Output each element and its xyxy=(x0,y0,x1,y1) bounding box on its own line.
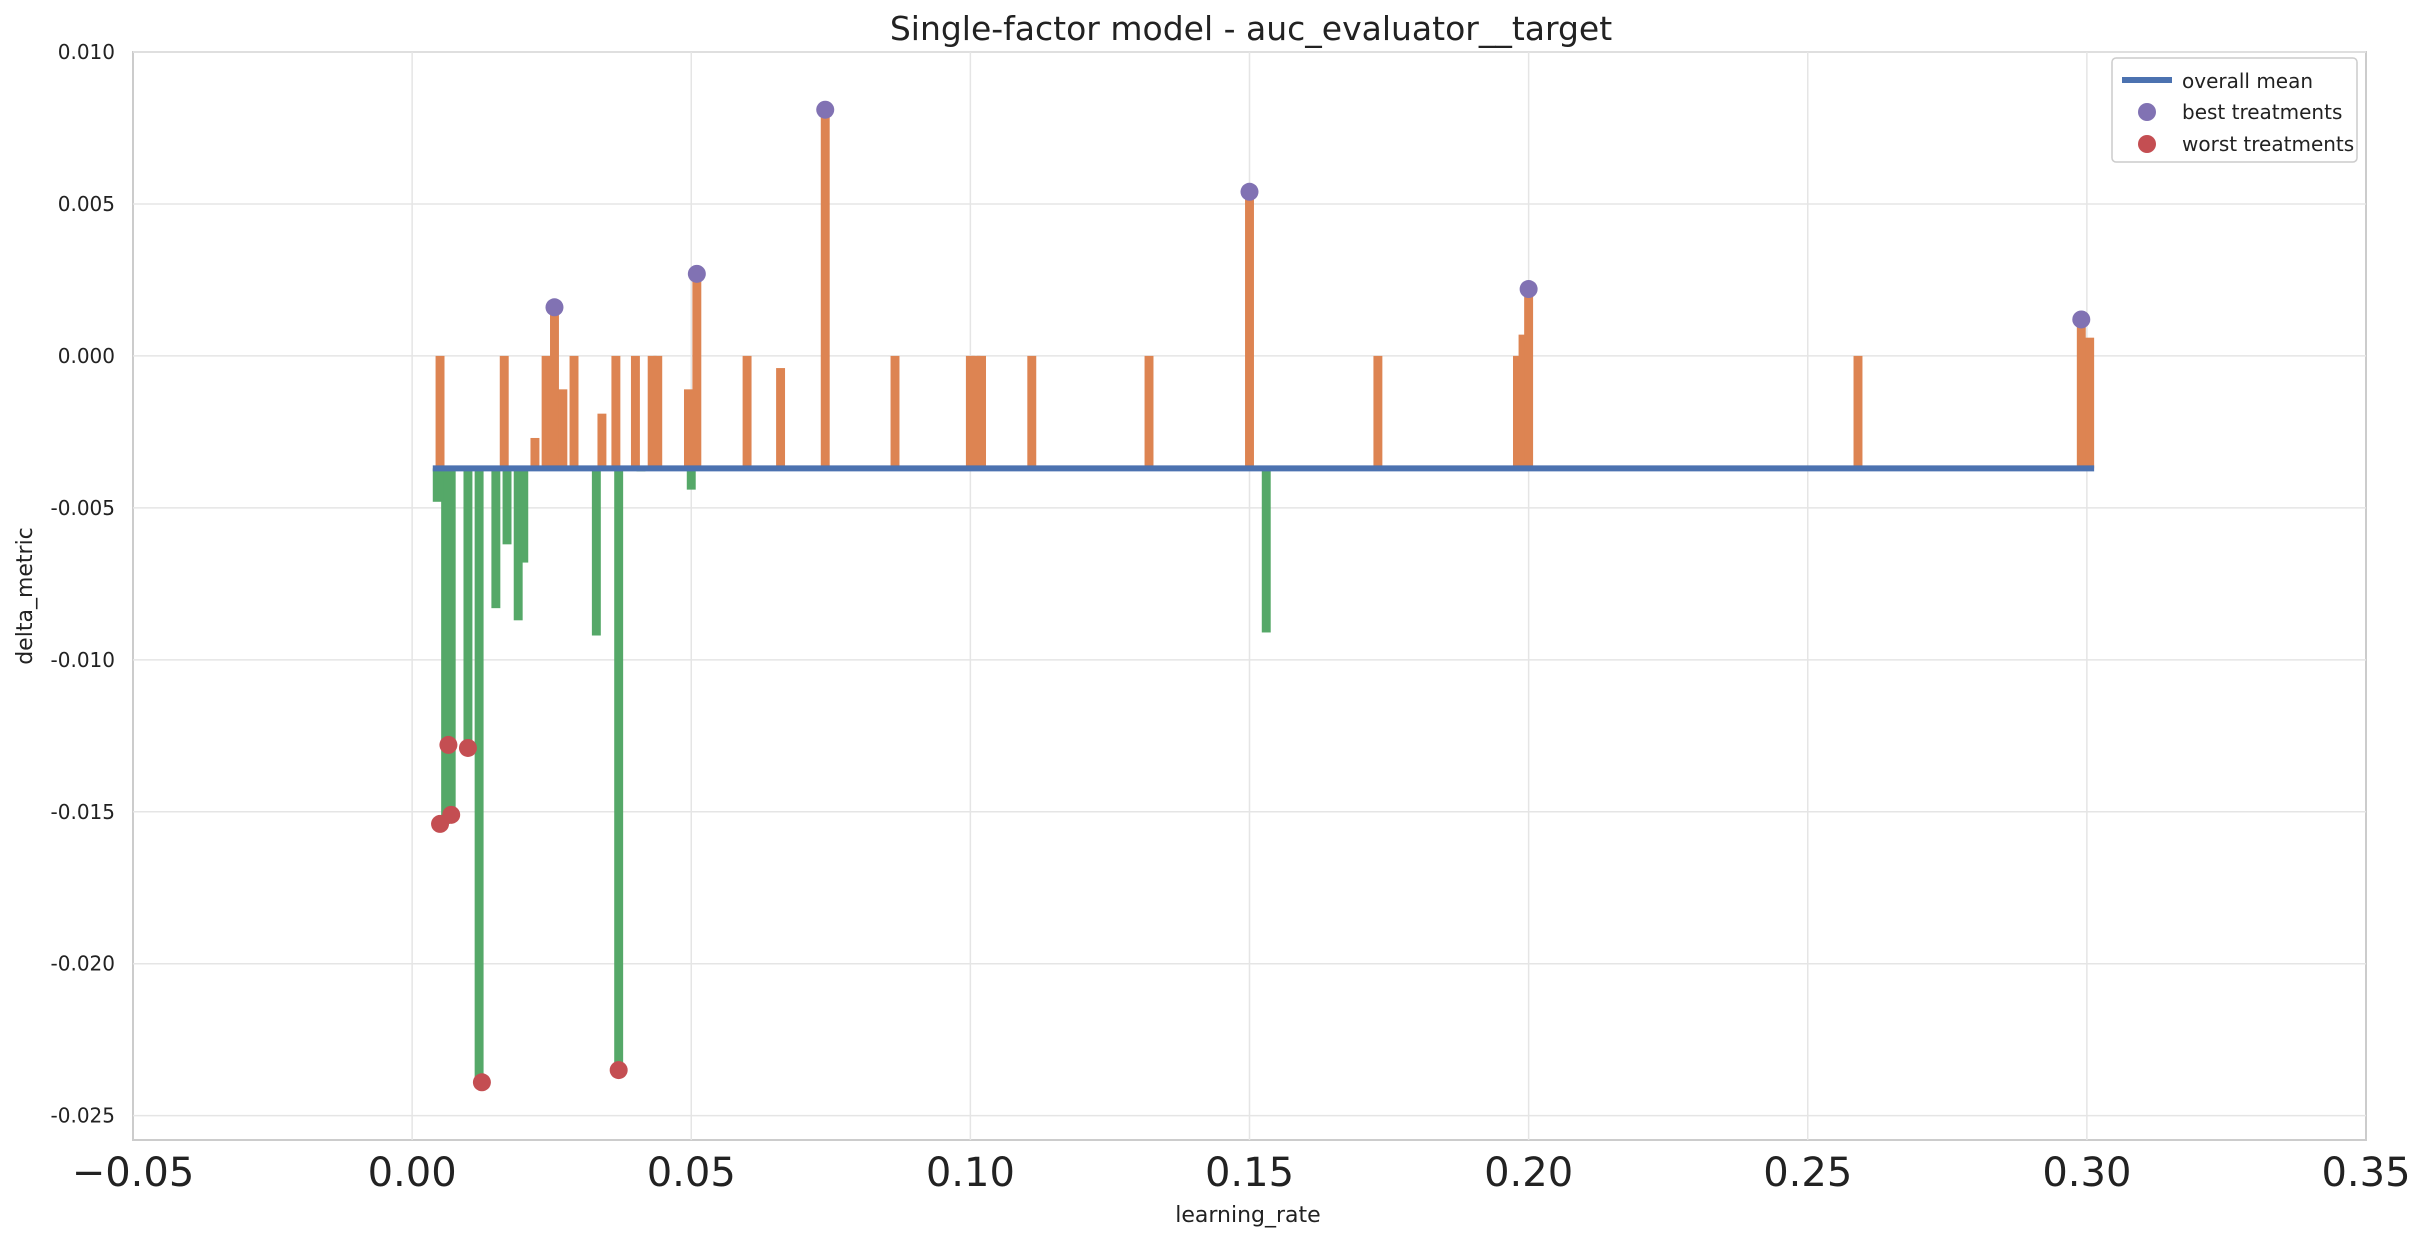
bar xyxy=(1027,355,1037,469)
bar xyxy=(971,355,981,469)
bar xyxy=(446,468,456,815)
bar xyxy=(435,355,445,469)
best-treatment-point xyxy=(816,100,835,119)
worst-treatment-point xyxy=(458,738,477,757)
chart-title: Single-factor model - auc_evaluator__tar… xyxy=(890,9,1612,48)
legend-label-overall-mean: overall mean xyxy=(2182,69,2313,93)
bar xyxy=(569,355,579,469)
worst-treatment-point xyxy=(609,1061,628,1080)
x-tick-label: 0.00 xyxy=(368,1150,457,1196)
x-tick-label: 0.35 xyxy=(2321,1150,2410,1196)
bar xyxy=(890,355,900,469)
bar xyxy=(558,389,568,469)
x-tick-label: 0.15 xyxy=(1205,1150,1294,1196)
bar xyxy=(611,355,621,469)
treatment-points xyxy=(431,100,2091,1092)
best-treatment-point xyxy=(2072,310,2091,329)
bar xyxy=(541,355,551,469)
bar xyxy=(977,355,987,469)
legend: overall mean best treatments worst treat… xyxy=(2111,57,2358,163)
bar xyxy=(463,468,473,748)
x-tick-label: 0.20 xyxy=(1484,1150,1573,1196)
best-treatment-point xyxy=(1240,182,1259,201)
legend-worst-marker xyxy=(2138,135,2156,153)
bar xyxy=(432,468,442,502)
best-treatment-point xyxy=(545,298,564,317)
worst-treatment-point xyxy=(472,1073,491,1092)
bar xyxy=(597,413,607,469)
x-tick-label: 0.05 xyxy=(647,1150,736,1196)
bar xyxy=(519,468,529,563)
x-tick-label: 0.10 xyxy=(926,1150,1015,1196)
bar xyxy=(2076,319,2086,469)
legend-best-marker xyxy=(2138,103,2156,121)
y-axis-ticks: 0.010 0.005 0.000 -0.005 -0.010 -0.015 -0.020 -… xyxy=(51,40,115,1128)
worst-treatment-point xyxy=(439,735,458,754)
bar xyxy=(686,468,696,490)
bar xyxy=(1524,289,1534,469)
bar xyxy=(1261,468,1271,633)
x-tick-label: −0.05 xyxy=(72,1150,195,1196)
worst-treatment-point xyxy=(442,805,461,824)
y-tick-label: -0.020 xyxy=(51,952,115,976)
bar xyxy=(742,355,752,469)
bar xyxy=(1373,355,1383,469)
best-treatment-point xyxy=(687,264,706,283)
y-tick-label: -0.025 xyxy=(51,1104,115,1128)
bar xyxy=(1518,334,1528,469)
bar xyxy=(1853,355,1863,469)
best-treatment-point xyxy=(1519,280,1538,299)
y-tick-label: 0.000 xyxy=(58,344,115,368)
bar xyxy=(513,468,523,621)
bar xyxy=(965,355,975,469)
y-tick-label: -0.005 xyxy=(51,496,115,520)
bar xyxy=(491,468,501,609)
y-axis-label: delta_metric xyxy=(13,527,38,665)
bar xyxy=(647,355,657,469)
bar xyxy=(1144,355,1154,469)
x-axis-ticks: −0.05 0.00 0.05 0.10 0.15 0.20 0.25 0.30 0.35 xyxy=(72,1150,2411,1196)
bar xyxy=(502,468,512,545)
bar xyxy=(820,109,830,469)
bar xyxy=(530,437,540,469)
bar xyxy=(776,368,786,469)
bar xyxy=(692,273,702,469)
legend-label-worst-treatments: worst treatments xyxy=(2182,132,2354,156)
bar xyxy=(2085,337,2095,469)
x-tick-label: 0.25 xyxy=(1763,1150,1852,1196)
legend-box xyxy=(2111,57,2358,163)
legend-label-best-treatments: best treatments xyxy=(2182,100,2342,124)
bar xyxy=(614,468,624,1071)
x-tick-label: 0.30 xyxy=(2042,1150,2131,1196)
bar xyxy=(474,468,484,1083)
y-tick-label: 0.010 xyxy=(58,40,115,64)
bar-series xyxy=(432,109,2095,1083)
bar xyxy=(683,389,693,469)
bar xyxy=(1512,355,1522,469)
bar xyxy=(591,468,601,636)
y-tick-label: 0.005 xyxy=(58,192,115,216)
y-tick-label: -0.010 xyxy=(51,648,115,672)
y-tick-label: -0.015 xyxy=(51,800,115,824)
bar xyxy=(550,307,559,469)
x-axis-label: learning_rate xyxy=(1175,1203,1320,1228)
bar xyxy=(499,355,509,469)
bar xyxy=(1245,191,1254,469)
bar xyxy=(653,355,663,469)
bar xyxy=(630,355,640,469)
